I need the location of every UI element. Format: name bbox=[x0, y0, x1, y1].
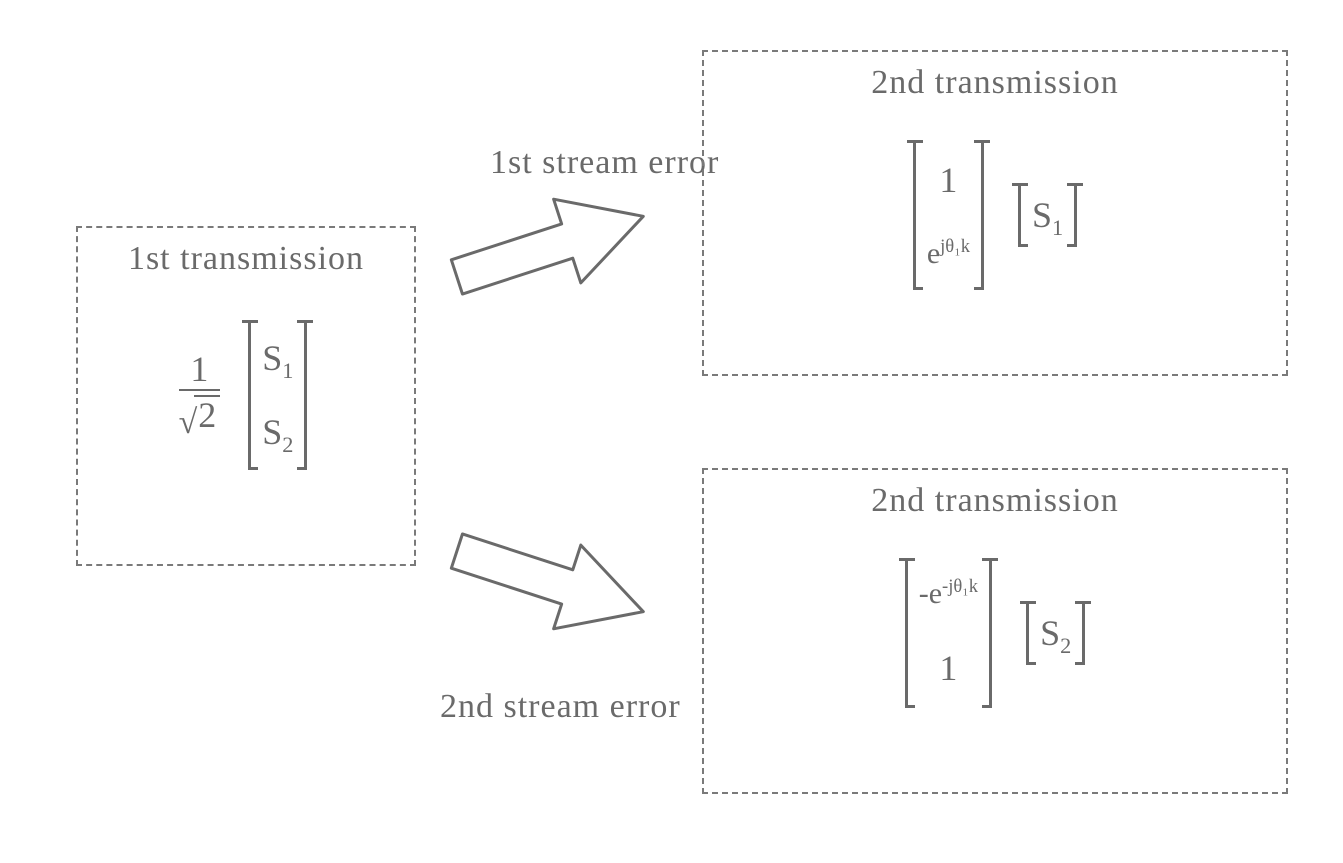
vector-entry-s2: S2 bbox=[262, 411, 293, 453]
bracket-left bbox=[899, 558, 913, 708]
bracket-left bbox=[1012, 183, 1026, 247]
symbol-s1: S1 bbox=[1032, 194, 1063, 236]
second-transmission-top-box: 2nd transmission 1 ejθ₁k S1 bbox=[702, 50, 1288, 376]
precoder-row2: ejθ₁k bbox=[927, 237, 970, 271]
first-transmission-title: 1st transmission bbox=[90, 240, 402, 278]
symbol-column-top: S1 bbox=[1026, 183, 1069, 247]
fraction-numerator: 1 bbox=[190, 351, 208, 389]
bracket-left bbox=[242, 320, 256, 470]
symbol-column-bottom: S2 bbox=[1034, 601, 1077, 665]
precoder-column-bottom: -e-jθ₁k 1 bbox=[913, 558, 984, 708]
arrow-bottom-shape bbox=[443, 509, 657, 653]
precoder-row2-bot: 1 bbox=[919, 647, 978, 689]
second-transmission-bottom-box: 2nd transmission -e-jθ₁k 1 S2 bbox=[702, 468, 1288, 794]
bracket-right bbox=[1069, 183, 1083, 247]
precoder-column-top: 1 ejθ₁k bbox=[921, 140, 976, 290]
precoder-row1: 1 bbox=[927, 159, 970, 201]
symbol-vector-top: S1 bbox=[1012, 183, 1083, 247]
first-transmission-formula: 1 √ 2 S1 S2 bbox=[90, 320, 402, 470]
arrow-top-shape bbox=[443, 174, 657, 318]
precoder-vector-bottom: -e-jθ₁k 1 bbox=[899, 558, 998, 708]
second-transmission-bottom-title: 2nd transmission bbox=[716, 482, 1274, 520]
second-transmission-top-title: 2nd transmission bbox=[716, 64, 1274, 102]
arrow-top bbox=[437, 164, 667, 327]
second-transmission-bottom-formula: -e-jθ₁k 1 S2 bbox=[716, 558, 1274, 708]
scalar-fraction: 1 √ 2 bbox=[179, 351, 221, 439]
fraction-denominator: √ 2 bbox=[179, 389, 221, 439]
vector-column: S1 S2 bbox=[256, 320, 299, 470]
precoder-row1-bot: -e-jθ₁k bbox=[919, 577, 978, 611]
second-stream-error-label: 2nd stream error bbox=[440, 688, 681, 726]
vector-entry-s1: S1 bbox=[262, 337, 293, 379]
arrow-bottom bbox=[437, 500, 667, 663]
sqrt: √ 2 bbox=[179, 395, 221, 433]
second-transmission-top-formula: 1 ejθ₁k S1 bbox=[716, 140, 1274, 290]
bracket-right bbox=[1077, 601, 1091, 665]
bracket-right bbox=[299, 320, 313, 470]
bracket-left bbox=[907, 140, 921, 290]
symbol-vector-bottom: S2 bbox=[1020, 601, 1091, 665]
symbol-vector: S1 S2 bbox=[242, 320, 313, 470]
precoder-vector-top: 1 ejθ₁k bbox=[907, 140, 990, 290]
bracket-right bbox=[976, 140, 990, 290]
first-transmission-box: 1st transmission 1 √ 2 S1 S2 bbox=[76, 226, 416, 566]
bracket-left bbox=[1020, 601, 1034, 665]
bracket-right bbox=[984, 558, 998, 708]
radicand: 2 bbox=[194, 395, 220, 433]
symbol-s2: S2 bbox=[1040, 612, 1071, 654]
